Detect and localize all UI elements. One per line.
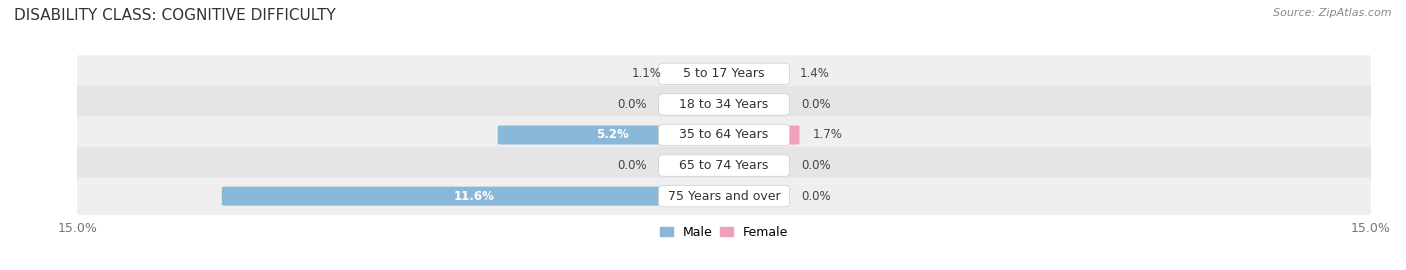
Text: 0.0%: 0.0%	[801, 159, 831, 172]
FancyBboxPatch shape	[73, 55, 1375, 93]
FancyBboxPatch shape	[658, 155, 790, 176]
Text: 5.2%: 5.2%	[596, 129, 628, 141]
FancyBboxPatch shape	[675, 64, 727, 83]
Text: 1.4%: 1.4%	[800, 68, 830, 80]
FancyBboxPatch shape	[658, 63, 790, 85]
FancyBboxPatch shape	[222, 187, 727, 206]
Text: 11.6%: 11.6%	[454, 190, 495, 202]
FancyBboxPatch shape	[73, 86, 1375, 123]
Text: 0.0%: 0.0%	[617, 159, 647, 172]
Text: 18 to 34 Years: 18 to 34 Years	[679, 98, 769, 111]
Legend: Male, Female: Male, Female	[661, 226, 787, 239]
Text: 0.0%: 0.0%	[617, 98, 647, 111]
FancyBboxPatch shape	[498, 126, 727, 144]
Text: 35 to 64 Years: 35 to 64 Years	[679, 129, 769, 141]
Text: Source: ZipAtlas.com: Source: ZipAtlas.com	[1274, 8, 1392, 18]
FancyBboxPatch shape	[658, 94, 790, 115]
FancyBboxPatch shape	[73, 147, 1375, 184]
FancyBboxPatch shape	[658, 185, 790, 207]
Text: 5 to 17 Years: 5 to 17 Years	[683, 68, 765, 80]
FancyBboxPatch shape	[721, 126, 800, 144]
FancyBboxPatch shape	[73, 177, 1375, 215]
Text: 65 to 74 Years: 65 to 74 Years	[679, 159, 769, 172]
Text: DISABILITY CLASS: COGNITIVE DIFFICULTY: DISABILITY CLASS: COGNITIVE DIFFICULTY	[14, 8, 336, 23]
Text: 1.7%: 1.7%	[813, 129, 842, 141]
FancyBboxPatch shape	[73, 116, 1375, 154]
Text: 0.0%: 0.0%	[801, 98, 831, 111]
Text: 1.1%: 1.1%	[631, 68, 662, 80]
FancyBboxPatch shape	[721, 64, 786, 83]
FancyBboxPatch shape	[658, 124, 790, 146]
Text: 0.0%: 0.0%	[801, 190, 831, 202]
Text: 75 Years and over: 75 Years and over	[668, 190, 780, 202]
